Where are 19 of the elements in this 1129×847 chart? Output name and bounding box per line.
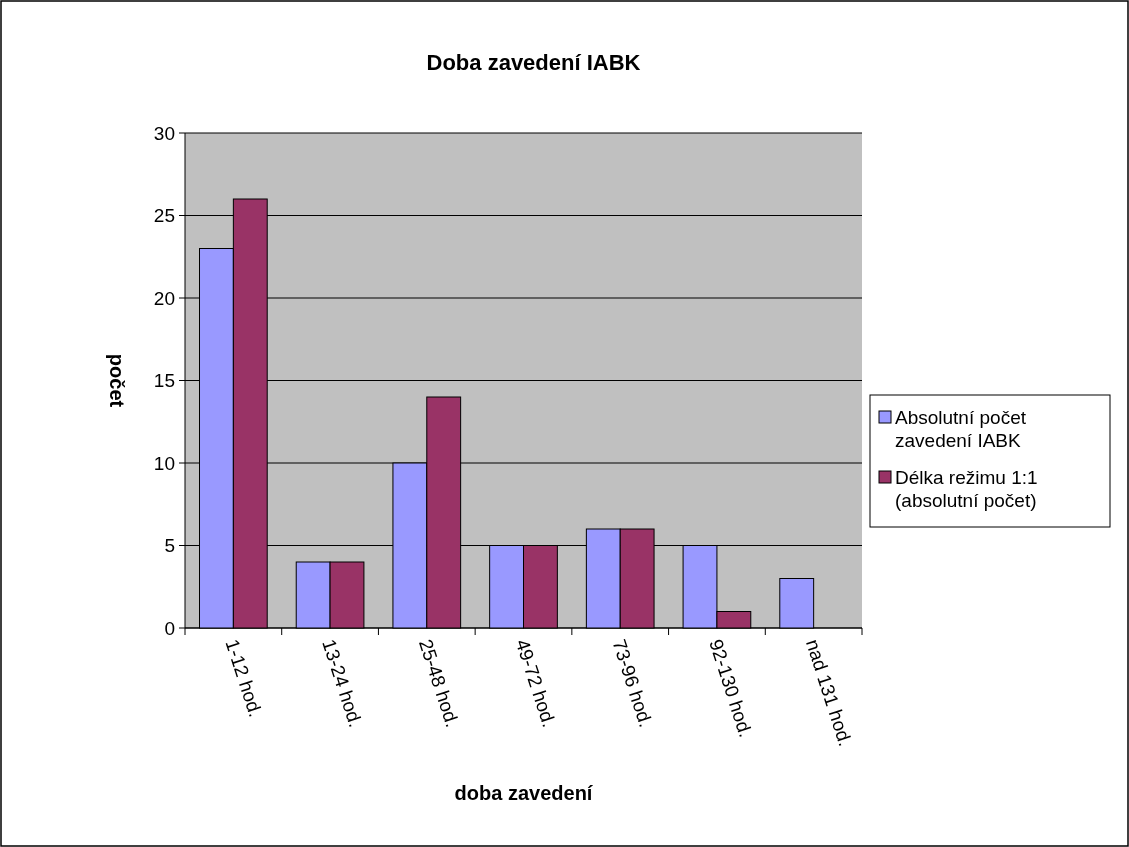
x-axis-title: doba zavedení (454, 782, 594, 804)
x-tick-label: nad 131 hod. (801, 636, 857, 749)
x-tick-label: 49-72 hod. (511, 636, 560, 730)
legend-label: Absolutní počet zavedení IABK (895, 407, 1027, 452)
x-tick-label: 13-24 hod. (318, 636, 367, 730)
chart-title: Doba zavedení IABK (426, 50, 641, 75)
y-tick-label: 5 (164, 535, 175, 557)
y-tick-label: 30 (153, 122, 175, 144)
x-tick-label: 73-96 hod. (608, 636, 657, 730)
x-tick-label: 1-12 hod. (221, 636, 267, 720)
y-tick-label: 0 (164, 617, 175, 639)
y-axis-title: počet (106, 353, 128, 408)
y-tick-label: 10 (153, 452, 175, 474)
y-tick-label: 20 (153, 287, 175, 309)
x-tick-label: 25-48 hod. (414, 636, 464, 730)
y-tick-label: 15 (153, 370, 175, 392)
legend-label: Délka režimu 1:1 (absolutní počet) (895, 467, 1038, 512)
y-tick-label: 25 (153, 205, 175, 227)
x-tick-label: 92-130 hod. (705, 636, 757, 740)
